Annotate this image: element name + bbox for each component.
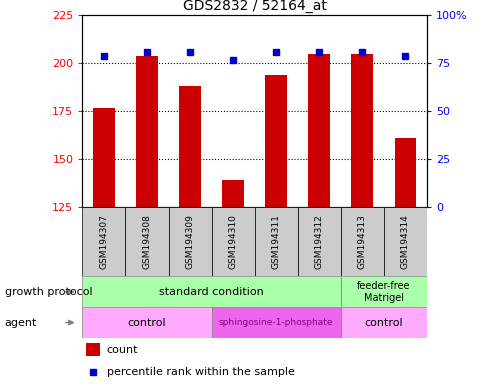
- Text: agent: agent: [5, 318, 37, 328]
- Bar: [82, 207, 125, 276]
- Text: GSM194307: GSM194307: [99, 215, 108, 269]
- Bar: [211, 307, 340, 338]
- Title: GDS2832 / 52164_at: GDS2832 / 52164_at: [182, 0, 326, 13]
- Bar: [340, 307, 426, 338]
- Bar: [254, 207, 297, 276]
- Bar: [136, 56, 157, 207]
- Text: GSM194311: GSM194311: [271, 215, 280, 269]
- Text: sphingosine-1-phosphate: sphingosine-1-phosphate: [218, 318, 333, 327]
- Text: GSM194312: GSM194312: [314, 215, 323, 269]
- Bar: [383, 207, 426, 276]
- Bar: [93, 108, 115, 207]
- Text: GSM194314: GSM194314: [400, 215, 409, 269]
- Text: percentile rank within the sample: percentile rank within the sample: [106, 367, 294, 377]
- Text: control: control: [127, 318, 166, 328]
- Bar: [351, 54, 372, 207]
- Bar: [340, 276, 426, 307]
- Text: GSM194313: GSM194313: [357, 215, 366, 269]
- Bar: [297, 207, 340, 276]
- Bar: [265, 75, 287, 207]
- Bar: [308, 54, 329, 207]
- Bar: [393, 138, 415, 207]
- Text: growth protocol: growth protocol: [5, 287, 92, 297]
- Text: count: count: [106, 345, 138, 355]
- Bar: [211, 207, 254, 276]
- Text: standard condition: standard condition: [159, 287, 263, 297]
- Bar: [82, 307, 211, 338]
- Bar: [82, 276, 340, 307]
- Text: feeder-free
Matrigel: feeder-free Matrigel: [356, 281, 409, 303]
- Text: control: control: [363, 318, 402, 328]
- Bar: [179, 86, 200, 207]
- Bar: [222, 180, 243, 207]
- Bar: [125, 207, 168, 276]
- Text: GSM194308: GSM194308: [142, 215, 151, 269]
- Text: GSM194309: GSM194309: [185, 215, 194, 269]
- Bar: [340, 207, 383, 276]
- Text: GSM194310: GSM194310: [228, 215, 237, 269]
- Bar: [168, 207, 211, 276]
- Bar: [86, 343, 100, 356]
